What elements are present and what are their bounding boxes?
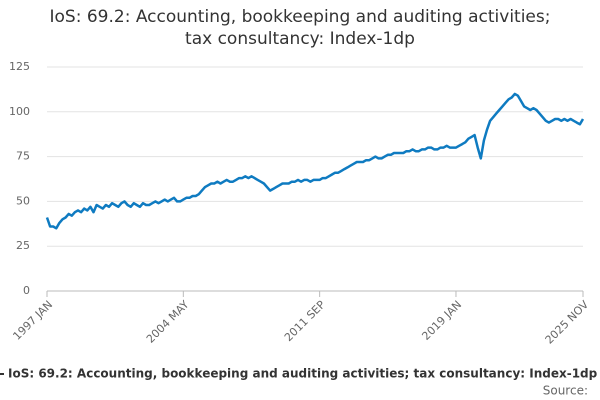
legend-label: IoS: 69.2: Accounting, bookkeeping and a… — [8, 367, 598, 381]
y-tick-label: 50 — [16, 194, 30, 207]
source: Source: — [543, 384, 588, 398]
chart-title: IoS: 69.2: Accounting, bookkeeping and a… — [49, 7, 551, 49]
y-tick-label: 0 — [23, 284, 30, 297]
x-tick-label: 2019 JAN — [419, 298, 464, 343]
y-tick-label: 125 — [9, 60, 30, 73]
line-series — [45, 92, 585, 230]
x-tick-label: 1997 JAN — [10, 298, 55, 343]
x-tick-label: 2004 MAY — [144, 298, 192, 346]
y-tick-label: 25 — [16, 239, 30, 252]
y-tick-label: 100 — [9, 105, 30, 118]
x-tick-label: 2025 NOV — [543, 298, 592, 347]
x-tick-label: 2011 SEP — [282, 298, 328, 344]
y-tick-label: 75 — [16, 150, 30, 163]
